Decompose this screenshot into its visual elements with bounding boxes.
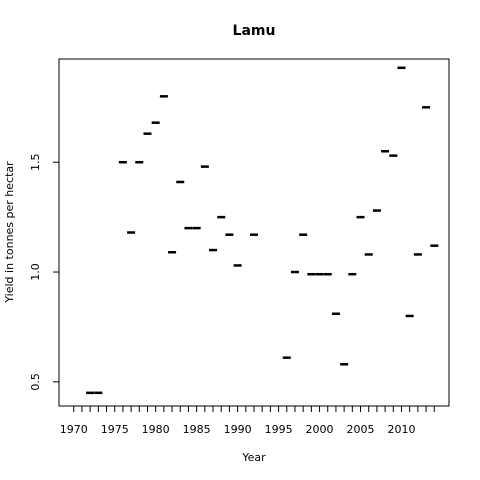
data-points: [86, 66, 439, 395]
x-axis: 1970 1975 1980 1985 1990 1995 2000 2005 2010: [60, 406, 435, 436]
x-tick-label: 1990: [224, 423, 252, 436]
x-tick-label: 2010: [387, 423, 415, 436]
x-tick-label: 1980: [142, 423, 170, 436]
x-axis-label: Year: [241, 451, 266, 464]
y-axis: 0.5 1.0 1.5: [29, 153, 59, 391]
y-axis-label: Yield in tonnes per hectar: [3, 161, 16, 304]
x-tick-label: 1995: [265, 423, 293, 436]
y-tick-label: 1.0: [29, 263, 42, 281]
y-tick-label: 1.5: [29, 153, 42, 171]
x-tick-label: 1975: [101, 423, 129, 436]
x-tick-label: 2005: [347, 423, 375, 436]
x-tick-label: 1970: [60, 423, 88, 436]
plot-frame: [58, 58, 450, 407]
x-tick-label: 1985: [183, 423, 211, 436]
y-tick-label: 0.5: [29, 373, 42, 391]
x-tick-label: 2000: [306, 423, 334, 436]
chart-title: Lamu: [233, 23, 276, 39]
